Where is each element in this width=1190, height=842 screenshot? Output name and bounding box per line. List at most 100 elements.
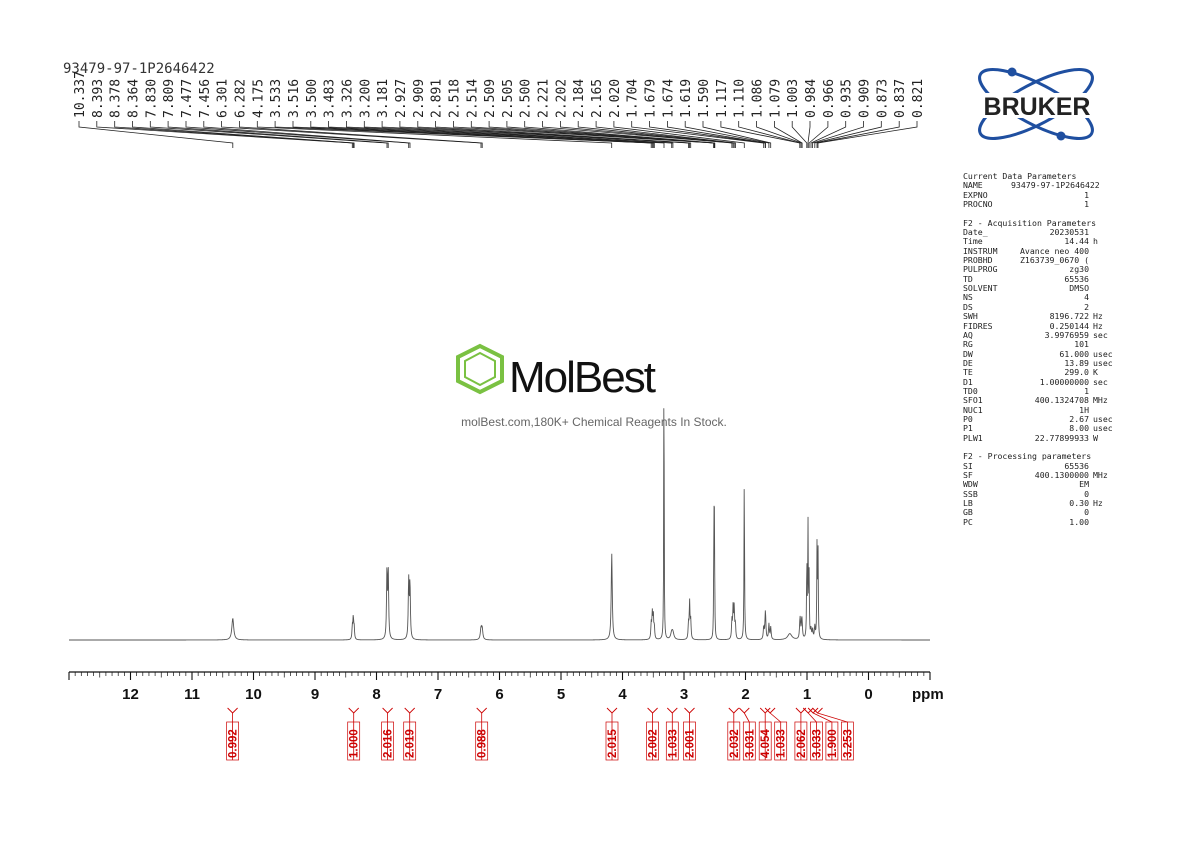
param-row: NS 4 (963, 293, 1123, 303)
acq-params-header: F2 - Acquisition Parameters (963, 217, 1097, 228)
molbest-logo-icon (456, 343, 504, 395)
peak-label: 0.935 (840, 79, 855, 118)
x-tick-label: 6 (495, 686, 503, 703)
param-value: Avance neo 400 (1019, 245, 1089, 256)
integral-value: 2.016 (383, 729, 395, 758)
param-row: WDW EM (963, 479, 1123, 489)
integral-box (646, 721, 659, 761)
peak-label-connector (78, 121, 234, 148)
integral-value: 1.033 (667, 729, 679, 758)
x-tick-label: 9 (311, 686, 319, 703)
x-tick-label: 2 (741, 686, 749, 703)
param-row: DE 13.89 usec (963, 358, 1123, 368)
integrals: 0.992 1.000 2.016 2.019 0.988 2.015 2.002 1.033… (226, 707, 854, 761)
param-row: SOLVENT DMSO (963, 283, 1123, 293)
peak-label: 1.704 (626, 79, 641, 118)
param-key: SSB (963, 488, 978, 499)
param-value: 3.9976959 (1044, 329, 1089, 340)
peak-label-connectors (78, 121, 918, 148)
param-value: 22.77899933 (1034, 432, 1089, 443)
peak-label: 1.086 (751, 79, 766, 118)
integral-value: 1.033 (776, 729, 788, 758)
param-value: 400.1324708 (1034, 395, 1089, 406)
integral-value: 0.992 (228, 729, 240, 758)
param-key: EXPNO (963, 189, 988, 200)
param-value: 1 (1084, 189, 1089, 200)
param-unit: Hz (1093, 498, 1103, 509)
param-row: AQ 3.9976959 sec (963, 329, 1123, 340)
param-row: SFO1 400.1324708 MHz (963, 395, 1123, 406)
integral-value: 2.015 (607, 729, 619, 758)
param-value: 0 (1084, 488, 1089, 499)
peak-label-connector (167, 121, 389, 148)
param-row: SSB 0 (963, 488, 1123, 499)
integral-box (758, 721, 772, 761)
peak-label: 10.337 (73, 71, 88, 118)
peak-label: 7.809 (162, 79, 177, 118)
param-row: TD 65536 (963, 274, 1123, 284)
param-key: SFO1 (963, 395, 983, 406)
param-value: 1.00 (1069, 516, 1089, 527)
integral-bracket (227, 707, 238, 714)
param-unit (1089, 256, 1093, 265)
peak-label: 7.830 (144, 79, 159, 118)
bruker-logo-text: BRUKER (984, 93, 1091, 121)
peak-label-connector (363, 121, 673, 148)
integral-bracket (382, 707, 393, 714)
param-value: 0.250144 (1049, 320, 1089, 331)
peak-label: 3.326 (340, 79, 355, 118)
param-row: PULPROG zg30 (963, 264, 1123, 275)
param-value: 1.00000000 (1039, 376, 1089, 387)
peak-label: 7.477 (180, 79, 195, 118)
param-unit (1089, 518, 1093, 527)
peak-labels: 10.337 8.393 8.378 8.364 7.830 7.809 7.477 7.45… (73, 71, 926, 118)
bruker-logo: BRUKER (960, 67, 1114, 141)
param-key: LB (963, 498, 973, 509)
param-unit (1089, 191, 1093, 200)
param-unit: W (1093, 432, 1098, 443)
peak-label-connector (114, 121, 354, 148)
peak-label-connector (631, 121, 765, 148)
integral-value: 2.062 (796, 729, 808, 758)
x-tick-label: 8 (372, 686, 380, 703)
x-tick-label: 1 (803, 686, 811, 703)
param-key: D1 (963, 376, 973, 387)
current-params: NAME 93479-97-1P2646422 EXPNO 1 PROCNO 1 (963, 180, 1123, 209)
param-row: TE 299.0 K (963, 367, 1123, 378)
peak-label-connector (96, 121, 353, 148)
integral-box (381, 721, 394, 761)
param-value: 1H (1079, 404, 1089, 415)
peak-label: 7.456 (198, 79, 213, 118)
param-key: PULPROG (963, 264, 998, 275)
peak-label-connector (667, 121, 766, 148)
param-row: DW 61.000 usec (963, 348, 1123, 359)
param-unit (1089, 284, 1093, 293)
peak-label: 0.984 (804, 79, 819, 118)
param-key: Time (963, 236, 983, 247)
param-value: 61.000 (1059, 348, 1089, 359)
peak-label: 1.679 (644, 79, 659, 118)
peak-label-connector (345, 121, 665, 148)
param-key: PC (963, 516, 973, 527)
param-row: PC 1.00 (963, 516, 1123, 527)
peak-label-connector (791, 121, 808, 148)
param-value: 0.30 (1069, 498, 1089, 509)
param-key: P0 (963, 413, 973, 424)
param-key: NAME (963, 180, 983, 191)
integral-box (810, 721, 823, 761)
param-unit: K (1093, 367, 1098, 378)
param-row: RG 101 (963, 339, 1123, 349)
peak-label-connector (417, 121, 690, 148)
peak-label: 2.020 (608, 79, 623, 118)
param-unit: sec (1093, 376, 1108, 387)
integral-value: 3.253 (842, 729, 854, 758)
peak-label-connector (328, 121, 655, 148)
integral-bracket (684, 707, 695, 714)
param-value: 20230531 (1049, 227, 1089, 238)
spectrum-trace (69, 408, 930, 641)
x-axis-label: ppm (912, 686, 944, 703)
param-key: INSTRUM (963, 245, 998, 256)
param-unit (1089, 480, 1093, 489)
param-row: P0 2.67 usec (963, 413, 1123, 424)
